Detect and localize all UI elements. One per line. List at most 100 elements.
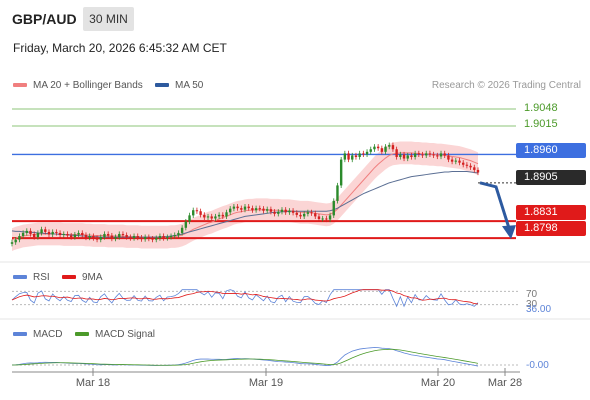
candle-body-6 [32,233,36,238]
candle-body-4 [25,230,28,233]
level-label-6: 1.8798 [516,221,586,236]
candle-body-15 [66,233,69,236]
candle-body-22 [92,236,95,239]
candle-body-124 [469,165,472,168]
candle-body-59 [229,208,232,213]
candle-body-105 [399,154,402,157]
candle-body-9 [44,229,47,232]
candle-body-92 [351,155,354,160]
candle-body-74 [284,209,287,213]
candle-body-63 [243,206,247,210]
candle-body-33 [132,236,136,239]
candle-body-73 [280,209,284,212]
candle-body-25 [103,233,106,238]
candle-body-1 [14,239,17,243]
candle-body-86 [328,215,332,220]
candle-body-23 [95,238,99,240]
rsi-swatch [13,275,27,280]
datetime-label: Friday, March 20, 2026 6:45:32 AM CET [13,41,227,55]
candle-body-100 [380,148,384,152]
macd-signal-label: MACD Signal [95,329,156,340]
candle-body-89 [339,159,343,186]
candle-body-10 [47,231,51,235]
rsi-ma-swatch [62,275,76,280]
rsi-level-70: 70 [526,289,538,300]
candle-body-83 [317,216,321,219]
candle-body-12 [55,231,58,233]
candle-body-41 [162,236,165,239]
legend-ma50: MA 50 [155,80,203,91]
candle-body-7 [36,232,40,238]
candle-body-3 [21,232,25,237]
bollinger-band [12,141,478,252]
candle-body-93 [354,155,358,157]
candle-body-77 [295,212,298,215]
legend-rsi-ma: 9MA [62,272,103,283]
candle-body-104 [395,149,398,157]
candle-body-13 [58,232,62,236]
candle-body-87 [332,200,335,216]
legend-macd-signal: MACD Signal [75,329,155,340]
candle-body-91 [347,153,350,160]
candle-body-84 [321,218,324,220]
candle-body-21 [88,236,91,238]
candle-body-119 [450,159,454,162]
rsi-ma-line [11,289,479,305]
candle-body-39 [155,238,158,240]
macd-signal-line [11,348,479,366]
level-label-1: 1.9048 [524,102,558,114]
ma50-label: MA 50 [175,80,204,91]
candle-body-125 [473,167,476,170]
macd-line [11,347,479,367]
candle-body-0 [10,242,14,244]
candle-body-31 [125,235,128,238]
x-label-mar20: Mar 20 [420,377,456,389]
candle-body-72 [277,211,280,214]
candle-body-67 [258,208,261,210]
candle-body-19 [81,232,84,236]
candle-body-118 [447,155,450,160]
ma20-swatch [13,83,27,88]
candle-body-16 [69,235,73,238]
forecast-arrow-head [502,225,516,240]
candle-body-30 [121,233,125,236]
candle-body-26 [106,233,110,236]
candle-body-50 [195,210,199,212]
candle-body-94 [358,153,361,157]
candle-body-116 [439,153,443,157]
chart-header: GBP/AUD 30 MIN [0,0,590,36]
rsi-value: 36.00 [526,304,552,315]
macd-swatch [13,332,27,337]
candle-body-34 [136,236,139,238]
candle-body-14 [62,233,65,236]
candle-body-76 [291,210,295,213]
candle-body-29 [118,233,121,238]
ma20-label: MA 20 + Bollinger Bands [33,80,143,91]
candle-body-70 [269,209,273,212]
candle-body-122 [462,162,465,165]
macd-value: -0.00 [526,360,549,371]
candle-body-17 [73,234,77,238]
candle-body-78 [299,214,302,217]
candle-body-107 [406,155,409,159]
candle-body-71 [273,211,276,214]
candle-body-42 [166,237,169,239]
candle-body-101 [384,146,387,152]
macd-label: MACD [33,329,63,340]
candle-body-103 [391,145,395,150]
candle-body-57 [221,214,225,217]
candle-body-114 [432,154,435,156]
candle-body-27 [110,235,114,239]
candle-body-45 [177,232,180,236]
candle-body-5 [29,230,32,234]
timeframe-badge[interactable]: 30 MIN [83,7,134,31]
legend-rsi: RSI [13,272,50,283]
candle-body-58 [225,212,228,217]
candle-body-85 [325,218,328,220]
candle-body-121 [458,160,461,163]
rsi-level-30: 30 [526,299,538,310]
candle-body-44 [173,235,176,237]
level-label-3: 1.8960 [516,143,586,158]
macd-signal-swatch [75,332,89,337]
